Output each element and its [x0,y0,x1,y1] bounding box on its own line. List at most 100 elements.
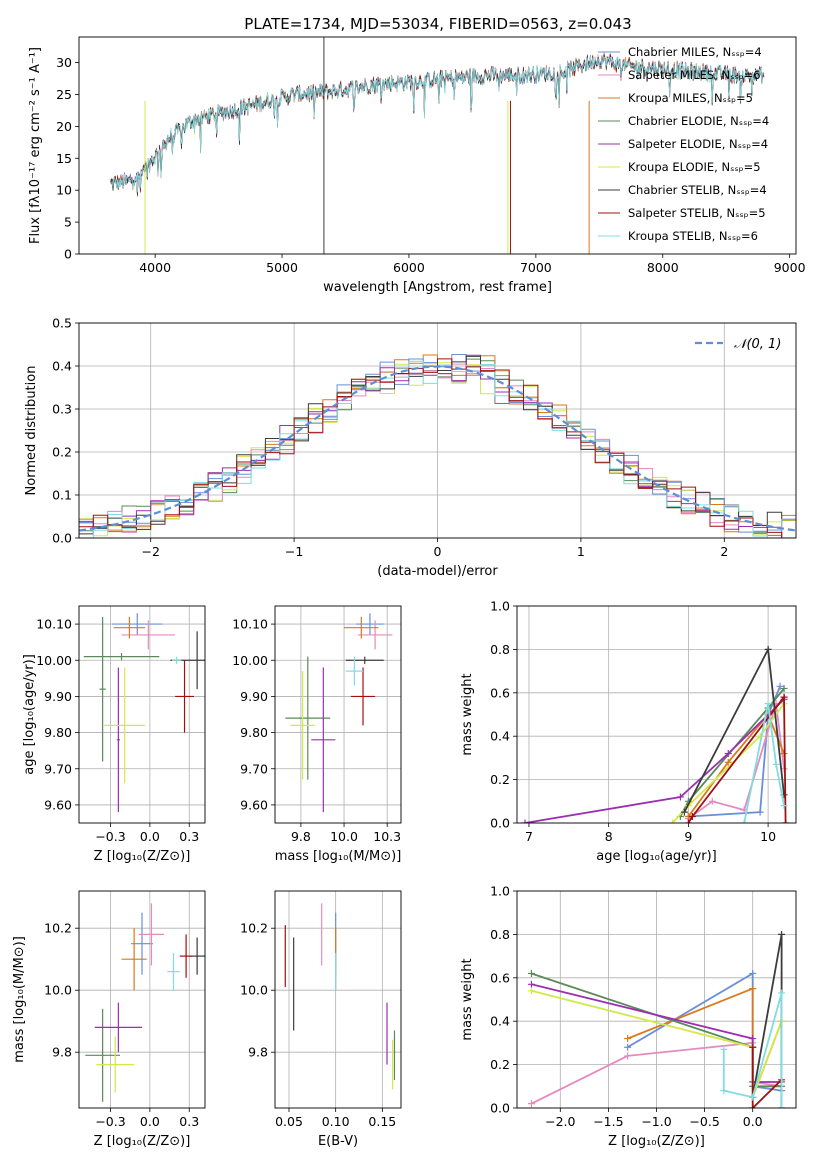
x-axis-label: Z [log₁₀(Z/Z⊙)] [608,1134,705,1149]
spectrum-panel: 4000 5000 6000 7000 8000 9000 0 5 10 15 20 25 30 wave… [28,36,806,295]
x-tick-label: −2.0 [545,1114,575,1129]
axes-frame [78,36,797,255]
plot-area [285,613,393,813]
weight-point-marker [749,969,757,977]
x-tick-label: −0.5 [689,1114,719,1129]
y-tick-label: 10.2 [240,921,268,936]
y-tick-label: 0.6 [490,970,510,985]
weight-point-marker [624,1043,632,1051]
y-tick-label: 9.80 [44,725,72,740]
legend-label: Kroupa ELODIE, Nₛₛₚ=5 [628,160,761,174]
x-tick-label: 1 [577,544,585,559]
x-tick-label: 6000 [393,260,425,275]
plot-area [284,903,396,1090]
y-tick-label: 0.8 [490,927,510,942]
y-tick-label: 9.8 [52,1045,72,1060]
y-tick-label: 0.1 [52,488,72,503]
weight-series-line [671,703,785,823]
weight-point-marker [778,989,786,997]
y-tick-label: 0.2 [490,772,510,787]
x-axis-label: wavelength [Angstrom, rest frame] [323,280,552,295]
x-tick-label: 0.3 [179,1114,199,1129]
weight-point-marker [724,758,732,766]
weight-point-marker [764,700,772,708]
y-tick-label: 9.60 [240,797,268,812]
y-tick-label: 0.4 [490,1014,510,1029]
weight-point-marker [749,1093,757,1101]
x-tick-label: −0.3 [95,829,125,844]
histogram-series-line [79,358,796,538]
axes-frame [516,890,797,1109]
y-tick-label: 10.10 [36,617,72,632]
weight-point-marker [764,645,772,653]
x-tick-label: 0.15 [368,1114,396,1129]
y-tick-label: 9.70 [44,761,72,776]
legend-label-normal: 𝒩(0, 1) [734,337,781,352]
weight-point-marker [527,987,535,995]
y-tick-label: 10.00 [232,653,268,668]
weight-point-marker [749,1035,757,1043]
weight-point-marker [749,985,757,993]
weight-point-marker [521,819,529,823]
x-tick-label: 0.05 [275,1114,303,1129]
legend-label: Chabrier ELODIE, Nₛₛₚ=4 [628,114,769,128]
weight-point-marker [749,1043,757,1051]
y-tick-label: 0.4 [52,359,72,374]
weight-point-marker [680,808,688,816]
x-tick-label: 7000 [520,260,552,275]
legend-label: Salpeter ELODIE, Nₛₛₚ=4 [628,137,768,151]
y-tick-label: 0.8 [490,642,510,657]
y-tick-label: 15 [56,151,72,166]
x-axis-label: mass [log₁₀(M/M⊙)] [275,849,402,864]
axes-frame [274,605,402,824]
y-tick-label: 30 [56,55,72,70]
y-tick-label: 9.80 [240,725,268,740]
mass-vs-metallicity-panel: −0.3 0.0 0.3 9.8 10.0 10.2 Z [log₁₀(Z/Z⊙)] mass… [12,890,206,1149]
x-axis-label: age [log₁₀(age/yr)] [596,849,717,864]
x-tick-label: 5000 [266,260,298,275]
axes-frame [274,890,402,1109]
age-vs-metallicity-panel: −0.3 0.0 0.3 9.60 9.70 9.80 9.90 10.00 10.10 Z [l… [22,605,206,864]
y-tick-label: 0.0 [490,816,510,831]
legend-label: Salpeter STELIB, Nₛₛₚ=5 [628,206,766,220]
weight-point-marker [624,1035,632,1043]
x-axis-label: Z [log₁₀(Z/Z⊙)] [94,849,191,864]
x-tick-label: 9.8 [291,829,311,844]
axes-frame [78,322,797,539]
x-axis-label: Z [log₁₀(Z/Z⊙)] [94,1134,191,1149]
y-tick-label: 9.8 [248,1045,268,1060]
plot-area [79,354,796,538]
weight-point-marker [778,930,786,938]
x-tick-label: 0.0 [140,1114,160,1129]
plot-area [85,903,205,1102]
y-tick-label: 9.60 [44,797,72,812]
weight-point-marker [527,969,535,977]
plot-area [110,37,765,254]
y-tick-label: 9.90 [240,689,268,704]
weight-point-marker [772,760,780,768]
x-tick-label: 0 [434,544,442,559]
y-tick-label: 10.0 [44,983,72,998]
weight-point-marker [720,1045,728,1053]
weight-point-marker [740,819,748,823]
y-tick-label: 0.2 [52,445,72,460]
legend-label: Chabrier MILES, Nₛₛₚ=4 [628,45,762,59]
x-tick-label: 7 [525,829,533,844]
weight-point-marker [668,819,676,823]
mass-vs-extinction-panel: 0.05 0.10 0.15 9.8 10.0 10.2 E(B-V) [240,890,402,1149]
x-tick-label: 0.3 [179,829,199,844]
weight-vs-age-panel: 7 8 9 10 0.0 0.2 0.4 0.6 0.8 1.0 age [log₁₀(age/yr… [460,599,797,864]
x-tick-label: 8 [605,829,613,844]
weight-point-marker [708,797,716,805]
x-tick-label: 10.0 [330,829,358,844]
weight-series-line [743,703,785,823]
weight-point-marker [780,802,788,810]
x-tick-label: −2 [141,544,159,559]
y-tick-label: 10.00 [36,653,72,668]
x-tick-label: 8000 [647,260,679,275]
weight-point-marker [749,1104,757,1108]
y-tick-label: 5 [64,215,72,230]
weight-point-marker [624,1052,632,1060]
y-tick-label: 1.0 [490,884,510,899]
